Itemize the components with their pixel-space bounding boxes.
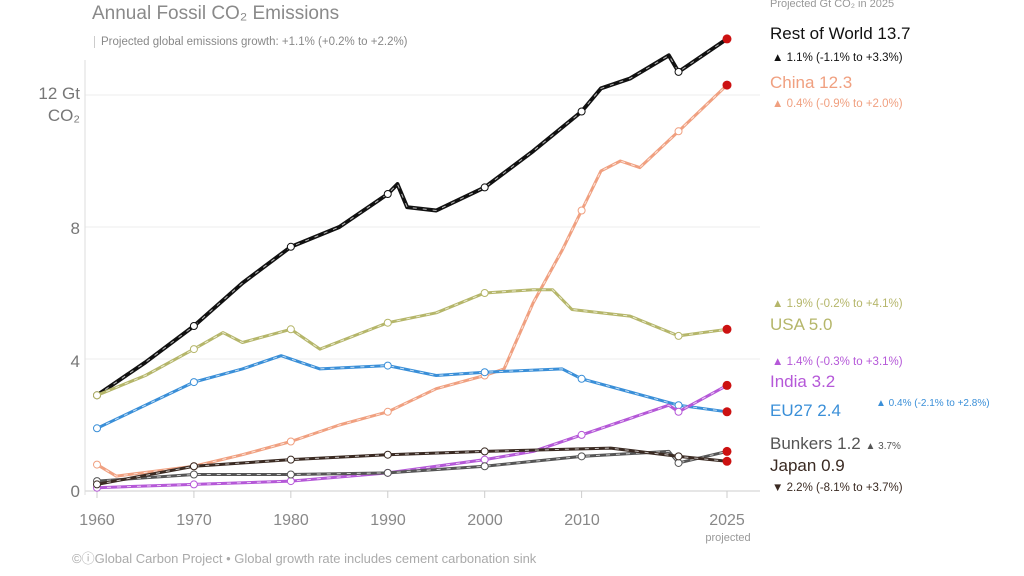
series-dash-overlay — [96, 447, 728, 485]
y-tick-label: 8 — [70, 219, 80, 238]
series-line-usa — [96, 288, 728, 397]
data-point — [480, 455, 489, 464]
x-tick-label: 1990 — [370, 512, 406, 529]
data-point — [286, 242, 295, 251]
data-point — [383, 468, 392, 477]
legend-china: China 12.3 — [770, 73, 853, 92]
data-point — [480, 289, 489, 297]
projected-note: projected — [705, 532, 751, 544]
data-point — [674, 407, 683, 416]
projection-marker — [722, 456, 732, 466]
data-point — [674, 127, 683, 136]
data-point — [93, 391, 101, 400]
data-point — [189, 322, 198, 330]
data-point — [93, 480, 101, 489]
projection-marker — [722, 380, 732, 390]
legend-growth-japan: ▼ 2.2% (-8.1% to +3.7%) — [772, 482, 903, 494]
y-tick-label: 0 — [70, 482, 80, 501]
data-point — [383, 361, 392, 370]
legend-header: Projected Gt CO₂ in 2025 — [770, 0, 895, 10]
series-dash-overlay — [96, 384, 728, 489]
legend-growth-rest-of-world: ▲ 1.1% (-1.1% to +3.3%) — [772, 52, 903, 64]
projection-marker — [722, 407, 732, 417]
x-tick-label: 2000 — [467, 512, 503, 529]
series-dash-overlay — [96, 84, 728, 477]
y-unit-label: CO₂ — [47, 106, 80, 125]
data-point — [189, 480, 198, 489]
footer-credit: ©ⓘGlobal Carbon Project • Global growth … — [72, 551, 537, 566]
data-point — [383, 450, 392, 459]
x-tick-label: 2010 — [564, 512, 600, 529]
legend-eu27: EU27 2.4 — [770, 401, 841, 420]
legend-growth-india: ▲ 1.4% (-0.3% to +3.1%) — [772, 356, 903, 368]
data-point — [577, 430, 586, 439]
data-point — [286, 470, 295, 479]
data-point — [383, 407, 392, 416]
data-point — [674, 67, 683, 76]
x-tick-label: 2025 — [709, 512, 745, 529]
data-point — [286, 455, 295, 464]
data-point — [189, 345, 198, 354]
legend-india: India 3.2 — [770, 372, 836, 391]
legend-growth-china: ▲ 0.4% (-0.9% to +2.0%) — [772, 98, 903, 110]
legend-japan: Japan 0.9 — [770, 456, 845, 475]
data-point — [674, 401, 683, 410]
legend-usa: USA 5.0 — [770, 315, 833, 334]
data-point — [93, 424, 101, 433]
series-line-rest-of-world — [95, 37, 729, 397]
x-tick-label: 1960 — [79, 512, 115, 529]
data-point — [577, 374, 586, 383]
data-point — [674, 331, 683, 340]
data-point — [286, 325, 295, 334]
legend-growth-usa: ▲ 1.9% (-0.2% to +4.1%) — [772, 298, 903, 310]
chart-subtitle: Projected global emissions growth: +1.1%… — [94, 36, 408, 48]
data-point — [480, 183, 489, 192]
legend-growth-eu27: ▲ 0.4% (-2.1% to +2.8%) — [876, 398, 990, 409]
data-point — [383, 190, 392, 198]
data-point — [674, 452, 683, 461]
series-dash-overlay — [96, 38, 728, 396]
chart-title: Annual Fossil CO₂ Emissions — [92, 3, 340, 24]
projection-marker — [722, 34, 732, 44]
legend-bunkers: Bunkers 1.2 ▲ 3.7% — [770, 434, 901, 453]
series-dash-overlay — [96, 355, 728, 429]
data-point — [577, 452, 586, 461]
data-point — [189, 462, 198, 471]
projection-marker — [722, 324, 732, 334]
x-tick-label: 1980 — [273, 512, 309, 529]
data-point — [383, 318, 392, 327]
y-tick-label: 4 — [70, 352, 80, 371]
data-point — [480, 368, 489, 377]
projection-marker — [722, 80, 732, 90]
legend-rest-of-world: Rest of World 13.7 — [770, 24, 911, 43]
data-point — [93, 460, 101, 469]
data-point — [286, 437, 295, 446]
data-point — [286, 477, 295, 486]
data-point — [480, 462, 489, 471]
projection-marker — [722, 446, 732, 456]
series-dash-overlay — [96, 450, 728, 482]
data-point — [577, 107, 586, 116]
data-point — [189, 378, 198, 387]
data-point — [189, 470, 198, 479]
data-point — [674, 458, 683, 467]
data-point — [577, 206, 586, 215]
data-point — [480, 447, 489, 456]
x-tick-label: 1970 — [176, 512, 212, 529]
y-tick-label: 12 Gt — [38, 84, 80, 103]
